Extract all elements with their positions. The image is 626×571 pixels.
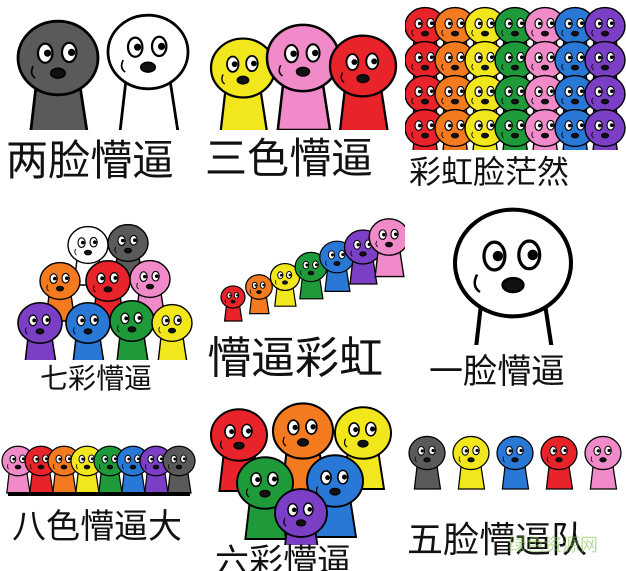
caption-six-colors: 六彩懵逼	[215, 542, 351, 571]
rainbow-arc-art	[220, 218, 405, 322]
caption-three-colors: 三色懵逼	[205, 134, 374, 183]
two-faces-art	[16, 13, 190, 130]
meme-cell-six-colors: 六彩懵逼	[205, 395, 405, 571]
six-colors-art	[210, 402, 392, 545]
eight-colors-art	[1, 445, 196, 496]
face-yellow-row4	[464, 108, 506, 150]
caption-eight-colors: 八色懵逼大	[12, 507, 182, 547]
face-yellow	[151, 303, 193, 360]
ground-line	[8, 492, 190, 496]
face-yellow	[452, 435, 490, 490]
caption-rainbow-faces: 彩虹脸茫然	[409, 153, 570, 191]
face-row-green	[93, 445, 127, 494]
face-row-red	[24, 445, 58, 494]
face-gray	[408, 435, 446, 490]
face-pink	[584, 435, 622, 490]
one-face-art	[452, 207, 574, 345]
face-arc-red	[220, 285, 246, 322]
face-pink	[265, 23, 341, 130]
face-orange-row4	[434, 108, 476, 150]
face-white-large	[452, 207, 574, 345]
face-arc-orange	[245, 274, 273, 315]
face-red-row4	[405, 108, 446, 150]
caption-seven-colors: 七彩懵逼	[40, 362, 153, 395]
face-row-blue	[116, 445, 150, 494]
face-blue	[496, 435, 534, 490]
meme-cell-three-colors: 三色懵逼	[205, 0, 405, 195]
face-purple-row4	[584, 108, 626, 150]
face-purple	[17, 301, 63, 360]
meme-cell-one-face: 一脸懵逼	[405, 195, 626, 395]
meme-cell-rainbow-faces: 彩虹脸茫然	[405, 0, 626, 195]
three-colors-art	[209, 23, 398, 130]
five-faces-art	[408, 435, 622, 490]
meme-cell-five-faces: 五脸懵逼队	[405, 395, 626, 571]
face-row-yellow	[70, 445, 104, 494]
meme-cell-rainbow-arc: 懵逼彩虹	[205, 195, 405, 395]
face-green	[109, 299, 155, 360]
face-yellow	[209, 37, 277, 130]
face-arc-pink	[368, 218, 405, 278]
caption-one-face: 一脸懵逼	[429, 352, 565, 392]
face-blue-row4	[554, 108, 596, 150]
face-red	[328, 34, 398, 130]
caption-two-faces: 两脸懵逼	[6, 136, 175, 185]
face-row-orange	[47, 445, 81, 494]
meme-cell-seven-colors: 七彩懵逼	[0, 195, 205, 395]
face-red	[540, 435, 578, 490]
caption-rainbow-arc: 懵逼彩虹	[207, 333, 383, 384]
face-pink-row4	[524, 108, 566, 150]
caption-five-faces: 五脸懵逼队	[407, 520, 588, 561]
face-row-pink	[1, 445, 35, 494]
rainbow-faces-art	[405, 6, 626, 150]
face-white	[106, 13, 190, 130]
meme-cell-eight-colors: 八色懵逼大	[0, 395, 205, 571]
face-row-gray	[162, 445, 196, 494]
face-gray	[16, 19, 100, 130]
face-blue	[65, 301, 111, 360]
face-purple	[274, 488, 328, 545]
watermark-text: 绿色资源网	[508, 535, 598, 556]
seven-colors-art	[17, 223, 193, 360]
meme-cell-two-faces: 两脸懵逼	[0, 0, 205, 195]
